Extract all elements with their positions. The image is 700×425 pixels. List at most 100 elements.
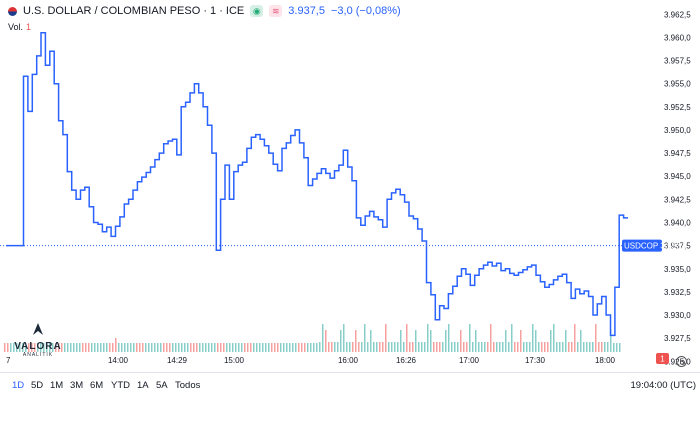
volume-bar: [394, 342, 396, 352]
volume-bar: [328, 342, 330, 352]
y-tick-label: 3.955,0: [664, 80, 691, 89]
volume-bar: [298, 343, 300, 352]
volume-bar: [64, 343, 66, 352]
volume-bar: [16, 343, 18, 352]
volume-bar: [220, 343, 222, 352]
volume-bar: [415, 330, 417, 352]
gear-icon[interactable]: [676, 356, 687, 367]
volume-bar: [340, 330, 342, 352]
volume-bar: [187, 343, 189, 352]
volume-bar: [529, 342, 531, 352]
volume-bar: [133, 343, 135, 352]
volume-bar: [139, 343, 141, 352]
range-1d-button[interactable]: 1D: [12, 380, 25, 391]
volume-bar: [601, 342, 603, 352]
volume-bar: [100, 343, 102, 352]
volume-bar: [196, 343, 198, 352]
volume-legend[interactable]: Vol. 1: [8, 22, 31, 32]
volume-bar: [559, 342, 561, 352]
volume-bar: [205, 343, 207, 352]
volume-bar: [259, 343, 261, 352]
price-series-line: [6, 32, 628, 337]
volume-bar: [430, 330, 432, 352]
volume-bar: [568, 342, 570, 352]
volume-bar: [67, 343, 69, 352]
volume-bar: [25, 343, 27, 352]
volume-bar: [604, 342, 606, 352]
volume-bar: [7, 343, 9, 352]
volume-bar: [571, 342, 573, 352]
volume-bar: [79, 343, 81, 352]
volume-bar: [553, 324, 555, 352]
last-price: 3.937,5: [288, 5, 325, 17]
y-tick-label: 3.932,5: [664, 288, 691, 297]
volume-bar: [319, 342, 321, 352]
volume-bar: [49, 343, 51, 352]
symbol-name[interactable]: U.S. DOLLAR / COLOMBIAN PESO · 1 · ICE: [23, 5, 245, 17]
volume-bar: [373, 342, 375, 352]
range-5d-button[interactable]: 5D: [31, 380, 44, 391]
y-tick-label: 3.957,5: [664, 57, 691, 66]
volume-bar: [403, 342, 405, 352]
volume-bar: [28, 343, 30, 352]
volume-bar: [37, 343, 39, 352]
x-axis: 7 14:00 14:29 15:00 16:00 16:26 17:00 17:30 18:0…: [6, 356, 616, 365]
volume-bar: [124, 343, 126, 352]
volume-bar: [34, 343, 36, 352]
y-tick-label: 3.947,5: [664, 149, 691, 158]
range-1a-button[interactable]: 1A: [137, 380, 149, 391]
volume-bar: [448, 324, 450, 352]
settings-toggle-icon[interactable]: ≋: [269, 5, 283, 17]
y-axis[interactable]: 3.962,5 3.960,0 3.957,5 3.955,0 3.952,5 3.950…: [664, 10, 691, 366]
volume-bar: [43, 343, 45, 352]
volume-bar: [502, 342, 504, 352]
volume-bar: [199, 343, 201, 352]
volume-bar: [169, 343, 171, 352]
volume-bar: [388, 342, 390, 352]
volume-bar: [55, 343, 57, 352]
range-5a-button[interactable]: 5A: [156, 380, 168, 391]
volume-bar: [469, 324, 471, 352]
volume-bar: [178, 343, 180, 352]
volume-bar: [397, 342, 399, 352]
volume-bar: [175, 343, 177, 352]
volume-bar: [76, 343, 78, 352]
logo-tagline: ANALITIK: [22, 352, 54, 358]
volume-bar: [400, 330, 402, 352]
volume-bar: [13, 343, 15, 352]
range-1m-button[interactable]: 1M: [50, 380, 64, 391]
volume-bar: [418, 342, 420, 352]
volume-bar: [142, 343, 144, 352]
volume-bar: [496, 342, 498, 352]
volume-bar: [616, 343, 618, 352]
volume-bar: [583, 342, 585, 352]
volume-bar: [505, 330, 507, 352]
eye-icon[interactable]: ◉: [250, 5, 264, 17]
volume-bar: [355, 330, 357, 352]
volume-bar: [85, 343, 87, 352]
range-6m-button[interactable]: 6M: [90, 380, 104, 391]
volume-bar: [556, 342, 558, 352]
volume-bar: [424, 342, 426, 352]
volume-bar: [112, 343, 114, 352]
volume-bar: [463, 342, 465, 352]
range-ytd-button[interactable]: YTD: [111, 380, 130, 391]
range-all-button[interactable]: Todos: [175, 380, 201, 391]
volume-bar: [226, 343, 228, 352]
volume-bar: [70, 343, 72, 352]
volume-bar: [589, 342, 591, 352]
volume-value: 1: [26, 22, 32, 32]
current-price-label: USDCOP 3.937,5: [622, 239, 688, 252]
price-chart[interactable]: 3.962,5 3.960,0 3.957,5 3.955,0 3.952,5 3.950…: [0, 0, 700, 372]
usd-cop-flag-icon: [8, 6, 17, 16]
volume-bar: [256, 343, 258, 352]
volume-bar: [367, 342, 369, 352]
volume-bar: [478, 342, 480, 352]
range-3m-button[interactable]: 3M: [70, 380, 84, 391]
volume-bar: [577, 342, 579, 352]
y-tick-label: 3.942,5: [664, 195, 691, 204]
volume-bar: [406, 324, 408, 352]
volume-bar: [550, 330, 552, 352]
utc-clock[interactable]: 19:04:00 (UTC): [630, 380, 696, 391]
